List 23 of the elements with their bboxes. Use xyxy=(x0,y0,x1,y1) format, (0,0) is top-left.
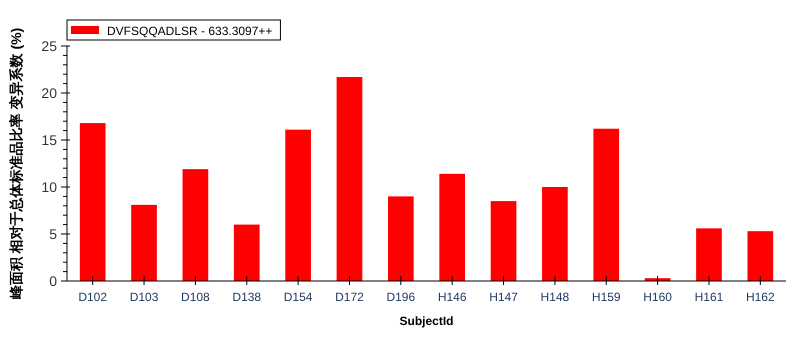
y-tick-label: 10 xyxy=(41,179,58,195)
x-axis-title: SubjectId xyxy=(399,314,454,328)
x-tick-label: D103 xyxy=(130,290,159,304)
x-tick-label: H147 xyxy=(489,290,518,304)
x-tick-label: D196 xyxy=(386,290,416,304)
x-tick-label: H160 xyxy=(643,290,672,304)
legend-label: DVFSQQADLSR - 633.3097++ xyxy=(107,24,272,38)
y-axis-title: 峰面积 相对于总体标准品比率 变异系数 (%) xyxy=(8,28,24,300)
y-tick-label: 5 xyxy=(49,226,58,242)
y-tick-label: 0 xyxy=(49,273,58,289)
x-tick-label: H161 xyxy=(694,290,724,304)
x-tick-label: H146 xyxy=(438,290,467,304)
x-tick-label: D108 xyxy=(181,290,210,304)
y-tick-label: 15 xyxy=(41,132,58,148)
y-tick-label: 20 xyxy=(41,85,58,101)
x-tick-label: D154 xyxy=(284,290,313,304)
x-tick-label: H162 xyxy=(746,290,775,304)
x-tick-label: H148 xyxy=(540,290,570,304)
x-tick-label: H159 xyxy=(592,290,621,304)
x-tick-label: D138 xyxy=(232,290,262,304)
x-tick-label: D172 xyxy=(335,290,364,304)
x-tick-label: D102 xyxy=(78,290,108,304)
y-tick-label: 25 xyxy=(41,38,58,54)
